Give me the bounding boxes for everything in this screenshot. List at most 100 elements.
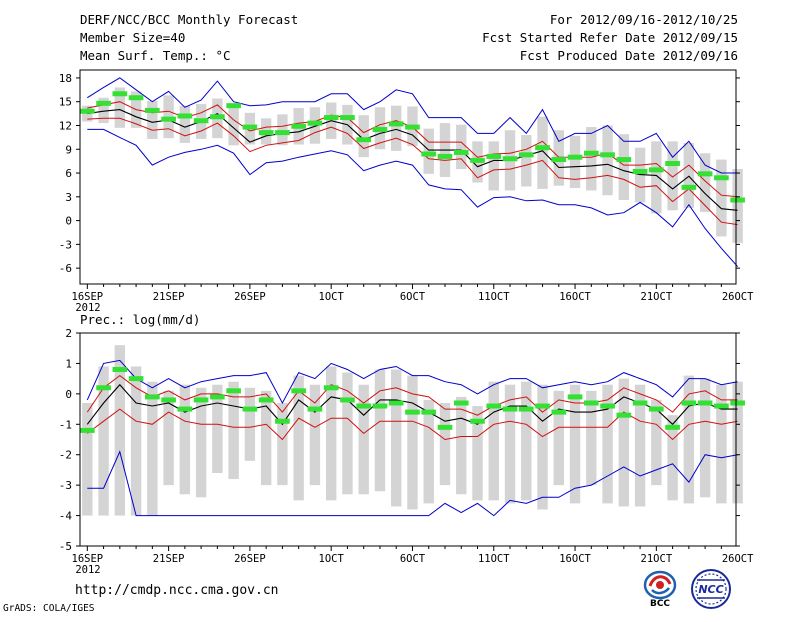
median-marker [96,100,111,106]
source-url[interactable]: http://cmdp.ncc.cma.gov.cn [75,583,279,598]
box-bar [683,375,695,504]
y-tick-label: 15 [59,96,72,109]
median-marker [323,115,339,121]
median-marker [193,397,209,403]
box-bar [521,381,532,501]
panel-temperature: 18 15 12 9 6 3 0 -3 -6 16SEP 21SEP 26SEP 1OCT 6OCT 11O… [59,69,754,314]
box-bar [699,378,711,498]
y-tick-label: 0 [65,215,72,228]
ncc-logo-text: NCC [698,583,723,596]
y-tick-label: -3 [59,479,72,492]
box-bar [147,381,158,516]
produced-date: Fcst Produced Date 2012/09/16 [519,48,738,63]
box-bar [179,105,191,143]
precip-panel-title: Prec.: log(mm/d) [80,312,201,327]
box-bar [277,114,288,146]
series-max [86,359,738,405]
box-bar [407,375,418,510]
started-date: Fcst Started Refer Date 2012/09/15 [482,30,738,45]
box-bar [488,381,499,501]
median-marker [600,152,615,158]
series-mean [87,109,738,211]
median-marker [226,388,241,394]
median-marker [242,406,258,412]
median-marker [551,409,567,415]
median-marker [210,114,225,120]
box-bar [163,390,174,486]
x-tick-label: 16OCT [559,291,591,303]
y-tick-label: -6 [59,262,72,275]
box-bar [504,384,516,504]
median-marker [177,113,193,119]
box-bar [683,142,695,208]
box-bar [651,141,662,214]
chart-title: DERF/NCC/BCC Monthly Forecast [80,12,299,27]
median-marker [145,394,160,400]
panel-frame [79,69,737,285]
x-tick-label: 11OCT [478,553,510,565]
median-marker [275,418,290,424]
median-marker [356,137,372,143]
median-marker [340,397,355,403]
box-bar [537,384,548,510]
median-marker [665,424,680,430]
median-marker [616,157,632,163]
median-marker [421,409,437,415]
panel-frame [79,332,737,547]
median-marker [112,91,128,97]
median-marker [470,157,485,163]
box-bar [325,366,337,501]
median-marker [405,409,420,415]
median-marker [242,124,258,130]
x-tick-label: 26OCT [722,291,754,303]
median-marker [730,400,745,406]
box-bar [488,141,499,191]
x-year-label: 2012 [75,302,100,314]
median-marker [307,120,323,126]
bcc-logo-icon: BCC [643,570,677,608]
box-bar [716,159,727,237]
median-marker [80,108,95,114]
y-tick-label: 2 [65,327,72,340]
median-marker [665,161,680,167]
median-marker [80,427,95,433]
median-marker [112,367,128,373]
x-year-label: 2012 [75,564,100,576]
median-marker [437,424,453,430]
x-tick-label: 16OCT [559,553,591,565]
box-bar [651,399,662,486]
box-bar [618,378,630,507]
median-marker [340,115,355,121]
median-marker [210,394,225,400]
box-bar [732,381,743,504]
median-marker [128,376,144,382]
series-mean-minus-sd [87,117,738,226]
box-bar [244,387,256,461]
median-marker [649,167,664,173]
series-mean [86,383,738,426]
median-marker [453,149,469,155]
y-tick-label: 9 [65,143,72,156]
bcc-logo-text: BCC [650,599,670,608]
series-max [87,77,738,174]
y-tick-label: 0 [65,388,72,401]
median-marker [128,95,144,101]
median-marker [518,406,534,412]
member-size-label: Member Size=40 [80,30,186,45]
x-tick-label: 1OCT [319,291,345,303]
box-bar [98,366,109,516]
median-marker [258,397,274,403]
median-marker [714,403,729,409]
y-tick-label: -3 [59,238,72,251]
x-tick-label: 16SEP [72,291,104,303]
median-marker [275,130,290,136]
box-bar [228,104,239,146]
x-tick-label: 16SEP [72,553,104,565]
box-bar [472,406,483,501]
box-bar [82,402,93,516]
box-bar [602,384,613,504]
box-bar [537,116,548,189]
series-min [87,128,738,267]
y-tick-label: 18 [59,72,72,85]
